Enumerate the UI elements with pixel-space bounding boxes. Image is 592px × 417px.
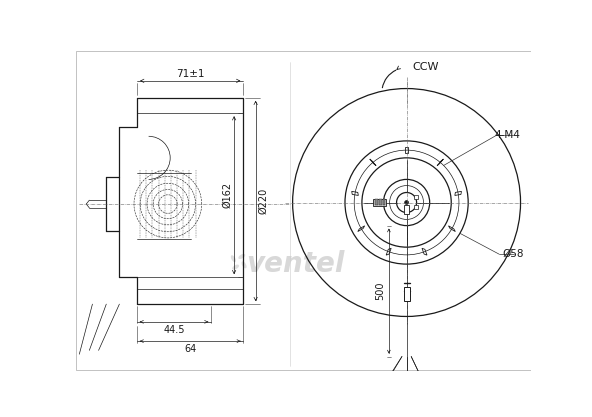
Ellipse shape	[242, 261, 247, 269]
Ellipse shape	[239, 254, 245, 259]
Text: Ø58: Ø58	[502, 249, 523, 259]
Text: 500: 500	[375, 282, 385, 300]
Bar	[414, 195, 418, 198]
Bar	[374, 198, 386, 206]
Bar	[414, 205, 418, 208]
Polygon shape	[358, 226, 365, 231]
Polygon shape	[386, 248, 391, 255]
Polygon shape	[437, 159, 443, 166]
Polygon shape	[422, 248, 427, 255]
Text: ventel: ventel	[246, 250, 345, 278]
Text: Ø220: Ø220	[258, 188, 268, 214]
Bar	[404, 205, 409, 214]
Polygon shape	[352, 191, 358, 196]
Ellipse shape	[232, 264, 239, 270]
Text: CCW: CCW	[413, 62, 439, 72]
Text: 64: 64	[184, 344, 197, 354]
Bar	[404, 287, 410, 301]
Bar	[375, 199, 378, 205]
Text: 44.5: 44.5	[163, 324, 185, 334]
Text: 4-M4: 4-M4	[495, 130, 520, 140]
Polygon shape	[405, 147, 408, 153]
Polygon shape	[455, 191, 461, 196]
Bar	[379, 199, 382, 205]
Bar	[382, 199, 385, 205]
Ellipse shape	[231, 255, 236, 262]
Text: Ø162: Ø162	[222, 182, 232, 208]
Text: 71±1: 71±1	[176, 69, 204, 79]
Circle shape	[405, 201, 408, 204]
Polygon shape	[370, 159, 376, 166]
Polygon shape	[449, 226, 455, 231]
